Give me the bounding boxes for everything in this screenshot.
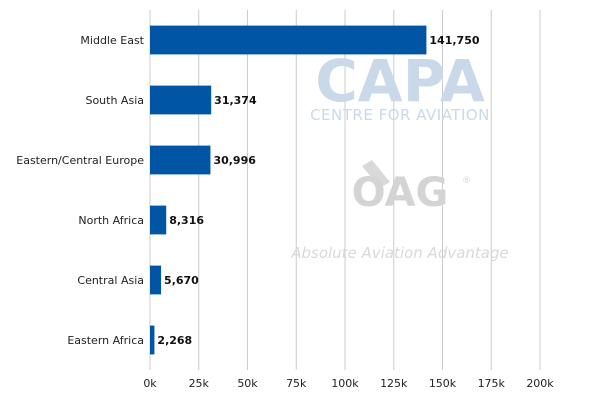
value-label: 5,670 [164, 274, 199, 287]
bar [150, 145, 211, 175]
x-tick-label: 150k [429, 377, 457, 390]
x-tick-label: 175k [478, 377, 506, 390]
bar [150, 265, 162, 295]
watermark-capa: CAPA CENTRE FOR AVIATION [310, 47, 490, 124]
value-label: 31,374 [214, 94, 257, 107]
watermark-oag-title: OAG [352, 170, 449, 216]
watermark-capa-subtitle: CENTRE FOR AVIATION [310, 106, 490, 124]
category-label: Central Asia [77, 274, 144, 287]
category-label: North Africa [78, 214, 144, 227]
watermark-oag: OAG ® Absolute Aviation Advantage [290, 160, 509, 262]
category-labels: Middle East South Asia Eastern/Central Eur… [16, 34, 144, 347]
category-label: Middle East [80, 34, 144, 47]
category-label: Eastern Africa [67, 334, 144, 347]
watermark-capa-title: CAPA [315, 47, 485, 115]
x-tick-label: 75k [286, 377, 307, 390]
category-label: South Asia [85, 94, 144, 107]
oag-swoosh-icon [362, 160, 390, 188]
x-tick-label: 0k [143, 377, 157, 390]
bar [150, 325, 155, 355]
bar [150, 25, 427, 55]
x-tick-label: 25k [189, 377, 210, 390]
x-tick-label: 125k [380, 377, 408, 390]
x-axis-tick-labels: 0k 25k 50k 75k 100k 125k 150k 175k 200k [143, 377, 554, 390]
watermark-oag-registered: ® [462, 176, 471, 186]
value-label: 141,750 [429, 34, 479, 47]
category-label: Eastern/Central Europe [16, 154, 144, 167]
value-labels: 141,750 31,374 30,996 8,316 5,670 2,268 [157, 34, 479, 347]
value-label: 2,268 [157, 334, 192, 347]
x-tick-label: 100k [331, 377, 359, 390]
gridlines [149, 10, 541, 370]
x-tick-label: 50k [237, 377, 258, 390]
watermark-oag-subtitle: Absolute Aviation Advantage [290, 244, 509, 262]
bar [150, 205, 167, 235]
bar [150, 85, 212, 115]
x-tick-label: 200k [526, 377, 554, 390]
value-label: 8,316 [169, 214, 204, 227]
bars [150, 25, 427, 355]
value-label: 30,996 [213, 154, 256, 167]
